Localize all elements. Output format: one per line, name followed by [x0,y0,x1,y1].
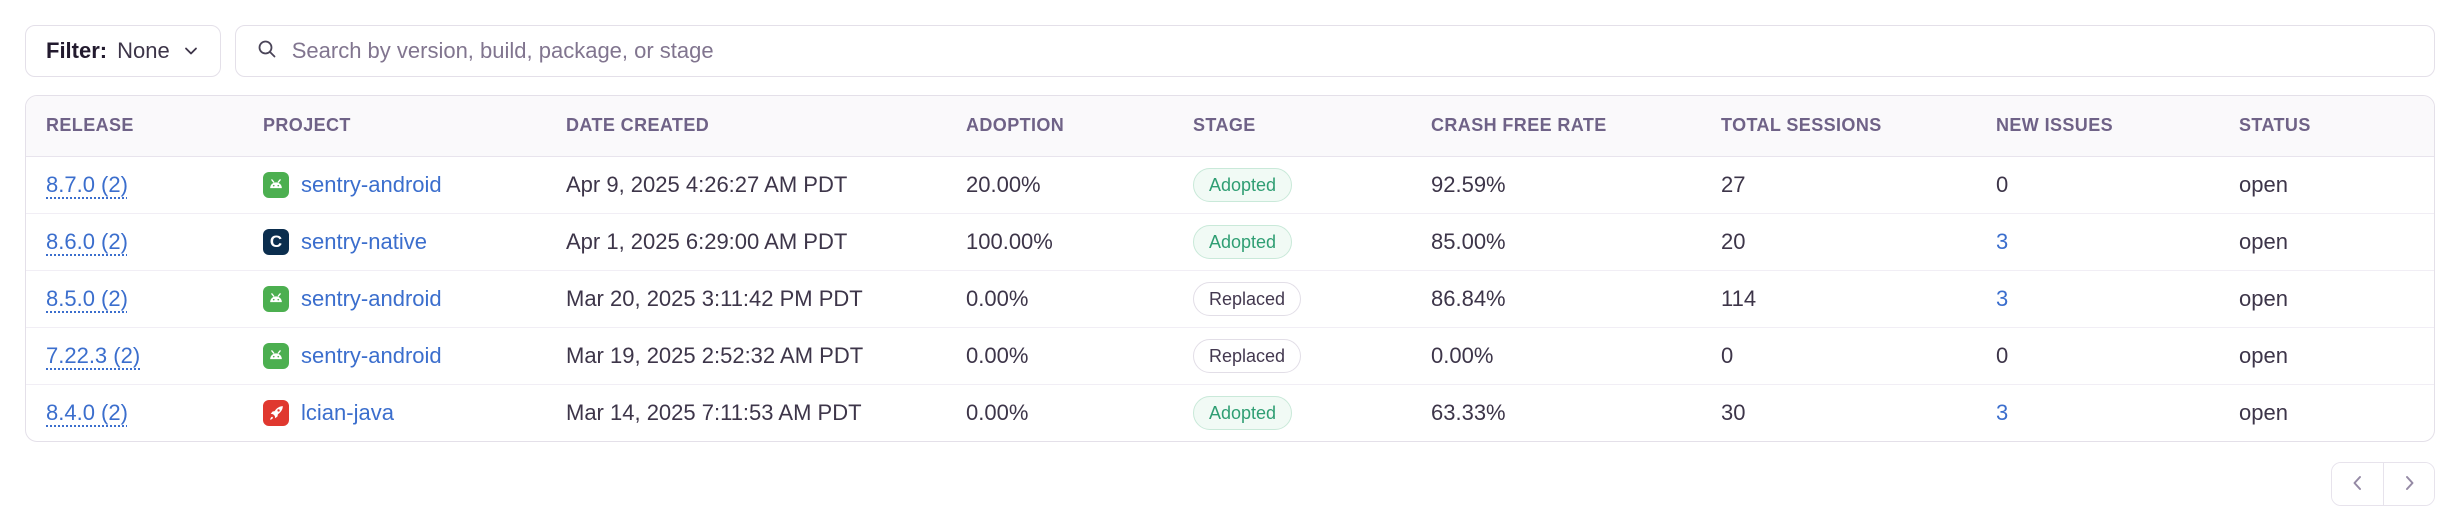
total-sessions-value: 30 [1721,399,1746,425]
pagination [25,462,2435,506]
table-header-row: RELEASE PROJECT DATE CREATED ADOPTION ST… [26,96,2434,157]
crash-free-rate-value: 86.84% [1431,285,1506,311]
filter-label: Filter: [46,38,108,63]
date-created: Apr 9, 2025 4:26:27 AM PDT [566,171,848,197]
next-page-button[interactable] [2383,463,2434,505]
chevron-right-icon [2399,473,2419,496]
column-header-date-created: DATE CREATED [546,96,946,157]
filter-value: None [117,38,170,63]
total-sessions-value: 27 [1721,171,1746,197]
new-issues-value[interactable]: 3 [1996,228,2009,254]
column-header-release: RELEASE [26,96,243,157]
adoption-value: 0.00% [966,342,1029,368]
android-icon [263,171,289,198]
column-header-adoption: ADOPTION [946,96,1173,157]
search-input[interactable] [291,38,2414,64]
crash-free-rate-value: 0.00% [1431,342,1494,368]
table-row: 7.22.3 (2) sentry-android Mar 19, 2025 2… [26,327,2434,385]
stage-badge: Adopted [1193,224,1293,259]
column-header-stage: STAGE [1173,96,1411,157]
date-created: Mar 19, 2025 2:52:32 AM PDT [566,342,864,368]
stage-badge: Replaced [1193,338,1302,373]
status-value: open [2239,228,2288,254]
filter-button[interactable]: Filter: None [25,25,221,77]
release-link[interactable]: 8.6.0 (2) [46,228,128,254]
total-sessions-value: 114 [1721,285,1757,311]
total-sessions-value: 20 [1721,228,1746,254]
new-issues-value: 0 [1996,342,2009,368]
table-row: 8.4.0 (2) lcian-java Mar 14, 2025 7:11:5… [26,384,2434,441]
c-language-icon: C [263,228,289,255]
column-header-total-sessions: TOTAL SESSIONS [1701,96,1976,157]
release-link[interactable]: 8.5.0 (2) [46,285,128,311]
adoption-value: 100.00% [966,228,1053,254]
search-icon [256,38,278,65]
crash-free-rate-value: 85.00% [1431,228,1506,254]
column-header-project: PROJECT [243,96,546,157]
new-issues-value: 0 [1996,171,2009,197]
releases-table: RELEASE PROJECT DATE CREATED ADOPTION ST… [26,96,2434,441]
release-link[interactable]: 7.22.3 (2) [46,342,141,368]
status-value: open [2239,285,2288,311]
date-created: Mar 14, 2025 7:11:53 AM PDT [566,399,862,425]
adoption-value: 0.00% [966,399,1029,425]
stage-badge: Adopted [1193,167,1293,202]
release-link[interactable]: 8.4.0 (2) [46,399,128,425]
column-header-new-issues: NEW ISSUES [1976,96,2219,157]
project-link[interactable]: sentry-android [301,342,442,368]
stage-badge: Adopted [1193,395,1293,430]
new-issues-value[interactable]: 3 [1996,399,2009,425]
project-link[interactable]: sentry-android [301,285,442,311]
android-icon [263,342,289,369]
column-header-status: STATUS [2219,96,2434,157]
adoption-value: 20.00% [966,171,1041,197]
project-link[interactable]: lcian-java [301,399,394,425]
search-box [234,25,2435,77]
table-row: 8.5.0 (2) sentry-android Mar 20, 2025 3:… [26,270,2434,328]
previous-page-button[interactable] [2332,463,2383,505]
chevron-down-icon [182,42,200,60]
column-header-crash-free-rate: CRASH FREE RATE [1411,96,1701,157]
releases-table-card: RELEASE PROJECT DATE CREATED ADOPTION ST… [25,95,2435,442]
status-value: open [2239,171,2288,197]
toolbar: Filter: None [0,0,2460,77]
total-sessions-value: 0 [1721,342,1734,368]
chevron-left-icon [2348,473,2368,496]
android-icon [263,285,289,312]
table-row: 8.7.0 (2) sentry-android Apr 9, 2025 4:2… [26,156,2434,214]
release-link[interactable]: 8.7.0 (2) [46,171,128,197]
status-value: open [2239,342,2288,368]
project-link[interactable]: sentry-android [301,171,442,197]
crash-free-rate-value: 92.59% [1431,171,1506,197]
status-value: open [2239,399,2288,425]
new-issues-value[interactable]: 3 [1996,285,2009,311]
crash-free-rate-value: 63.33% [1431,399,1506,425]
adoption-value: 0.00% [966,285,1029,311]
project-link[interactable]: sentry-native [301,228,427,254]
table-row: 8.6.0 (2) C sentry-native Apr 1, 2025 6:… [26,213,2434,271]
date-created: Mar 20, 2025 3:11:42 PM PDT [566,285,863,311]
date-created: Apr 1, 2025 6:29:00 AM PDT [566,228,848,254]
stage-badge: Replaced [1193,281,1302,316]
java-icon [263,399,289,426]
